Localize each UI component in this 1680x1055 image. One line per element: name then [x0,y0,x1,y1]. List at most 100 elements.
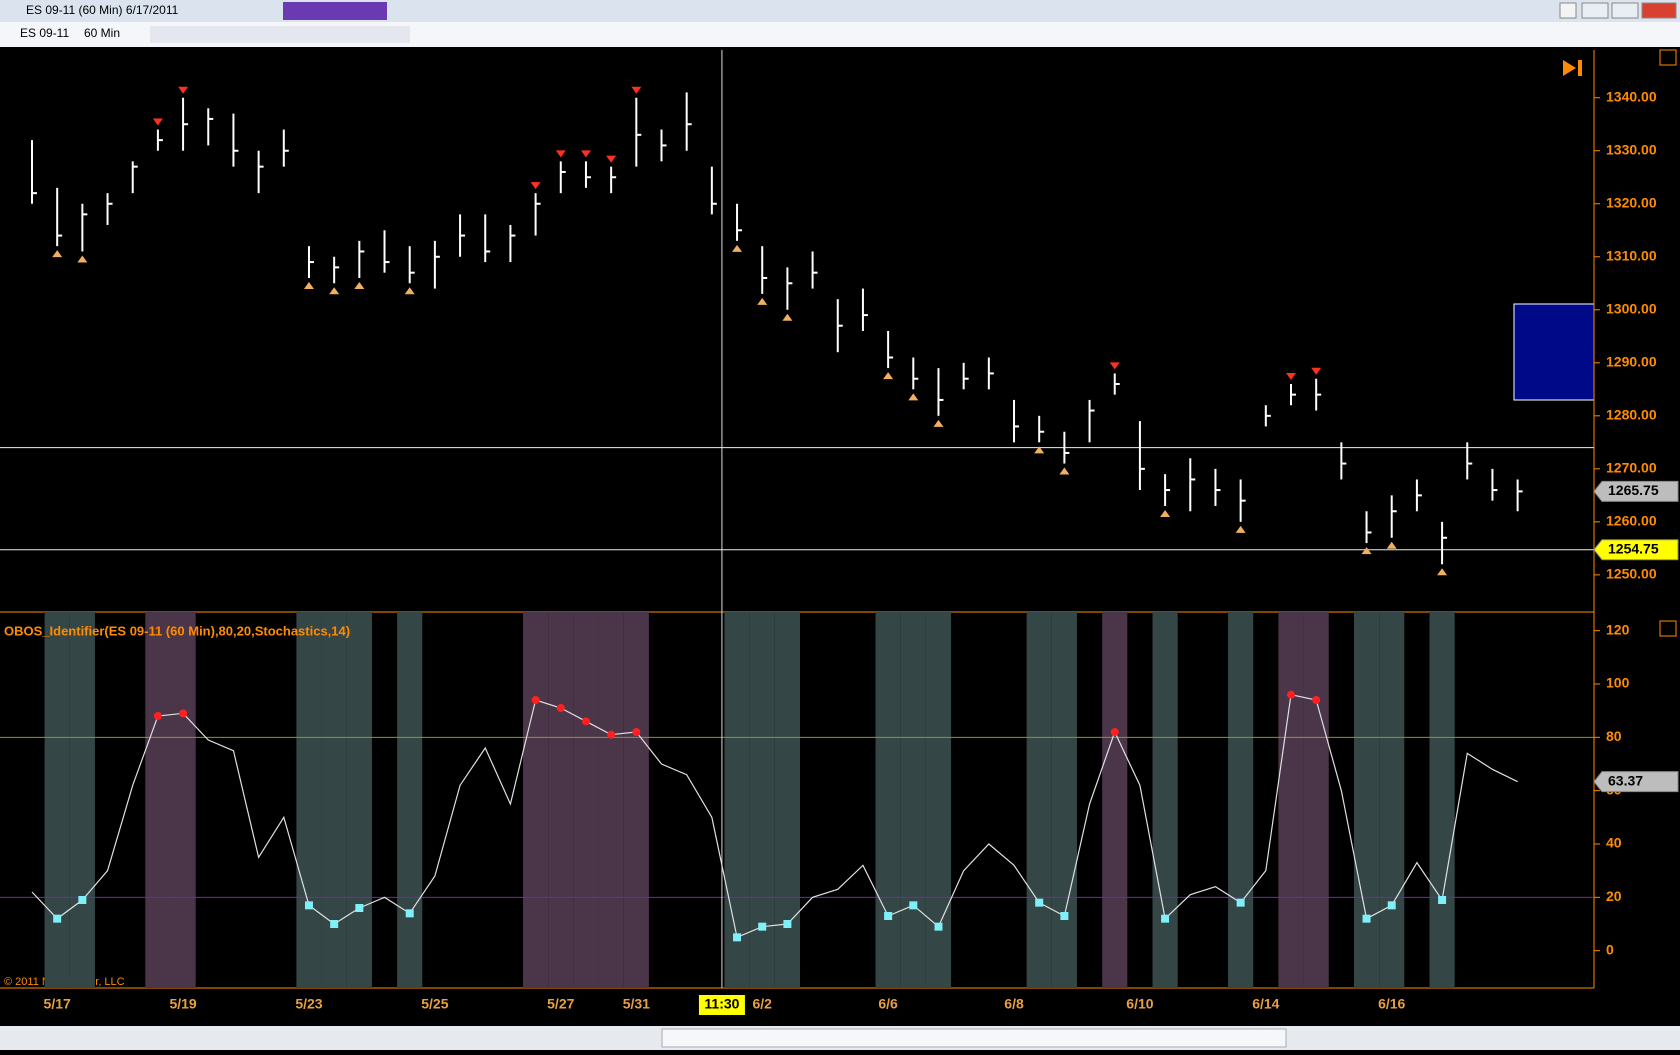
y-tick-label: 1300.00 [1606,300,1657,316]
oversold-point [1161,914,1170,923]
last-price-tag-box [1593,480,1679,502]
panel-button[interactable] [1659,620,1677,637]
toolbar-buttons[interactable] [150,26,410,43]
close-button[interactable] [1641,2,1677,19]
oversold-point [884,912,893,920]
overbought-zone [623,612,649,988]
oversold-zone [1228,612,1254,988]
x-tick-label: 5/19 [169,996,196,1012]
overbought-signal [1311,367,1322,375]
oversold-signal [933,419,944,427]
oversold-signal [1235,525,1246,533]
crosshair-label-box [698,995,745,1015]
oversold-zone [321,612,347,988]
indicator-value-tag-box [1593,771,1679,793]
recorder-bar[interactable] [283,2,387,20]
oversold-zone [1051,612,1077,988]
overbought-zone [573,612,599,988]
instrument-selector[interactable]: ES 09-11 [20,26,69,40]
oversold-point [330,920,339,928]
oversold-point [1387,901,1396,910]
overbought-signal [555,150,566,158]
overbought-zone [145,612,171,988]
overbought-signal [152,118,163,126]
line-price-tag: 1254.75 [1608,540,1659,556]
oversold-point [934,922,943,931]
oversold-point [53,914,62,923]
oversold-signal [757,297,768,305]
x-tick-label: 6/16 [1378,996,1405,1012]
x-tick-label: 6/2 [752,996,772,1012]
y-tick-label: 80 [1606,728,1622,744]
oversold-signal [732,244,743,252]
oversold-point [1362,914,1371,923]
y-tick-label: 1290.00 [1606,354,1657,370]
oversold-zone [900,612,926,988]
overbought-point [1110,728,1119,736]
y-tick-label: 1250.00 [1606,566,1657,582]
indicator-value-tag: 63.37 [1608,772,1643,788]
overbought-point [607,730,616,739]
y-tick-label: 1310.00 [1606,247,1657,263]
oversold-zone [774,612,800,988]
oversold-signal [52,250,63,258]
stochastic-line [31,693,1518,939]
oversold-zone [724,612,750,988]
overbought-signal [1286,373,1296,381]
overbought-point [556,704,565,712]
x-tick-label: 5/17 [44,996,71,1012]
oversold-signal [303,281,314,289]
oversold-signal [782,313,793,321]
crosshair-label: 11:30 [704,996,739,1012]
window-title: ES 09-11 (60 Min) 6/17/2011 [26,3,179,17]
oversold-point [1035,898,1044,907]
oversold-signal [908,393,919,401]
y-tick-label: 120 [1606,621,1630,637]
x-tick-label: 6/10 [1126,996,1153,1012]
y-tick-label: 1270.00 [1606,460,1657,476]
x-tick-label: 6/6 [878,996,898,1012]
overbought-signal [580,150,591,158]
overbought-zone [1102,612,1128,988]
oversold-point [405,909,414,918]
selection-box [1513,303,1595,401]
oversold-point [355,904,364,912]
oversold-signal [1160,509,1171,517]
maximize-button[interactable] [1611,2,1639,19]
indicator-label: OBOS_Identifier(ES 09-11 (60 Min),80,20,… [4,623,350,638]
overbought-zone [598,612,624,988]
overbought-zone [1303,612,1329,988]
scroll-thumb[interactable] [661,1028,1287,1048]
x-tick-label: 6/14 [1252,996,1279,1012]
link-button[interactable] [1559,2,1577,19]
oversold-signal [883,372,894,380]
overbought-point [581,717,590,726]
oversold-point [1236,898,1245,907]
oversold-signal [329,287,340,295]
minimize-button[interactable] [1581,2,1609,19]
overbought-zone [1278,612,1304,988]
x-tick-label: 6/8 [1004,996,1024,1012]
oversold-zone [44,612,70,988]
oversold-signal [1386,541,1397,549]
oversold-signal [354,281,365,289]
overbought-point [153,712,162,720]
oversold-zone [925,612,952,988]
oversold-point [733,933,742,942]
scroll-end-button[interactable] [1563,60,1582,76]
oversold-zone [346,612,372,988]
oversold-signal [1437,568,1448,576]
overbought-signal [606,155,617,163]
interval-selector[interactable]: 60 Min [84,26,120,40]
oversold-zone [875,612,901,988]
y-tick-label: 0 [1606,941,1614,957]
overbought-point [632,728,641,736]
y-tick-label: 1340.00 [1606,88,1657,104]
overbought-point [531,696,540,704]
oversold-zone [1379,612,1405,988]
overbought-signal [1109,362,1120,370]
overbought-zone [523,612,549,988]
panel-button[interactable] [1659,49,1677,66]
oversold-signal [1034,446,1045,454]
